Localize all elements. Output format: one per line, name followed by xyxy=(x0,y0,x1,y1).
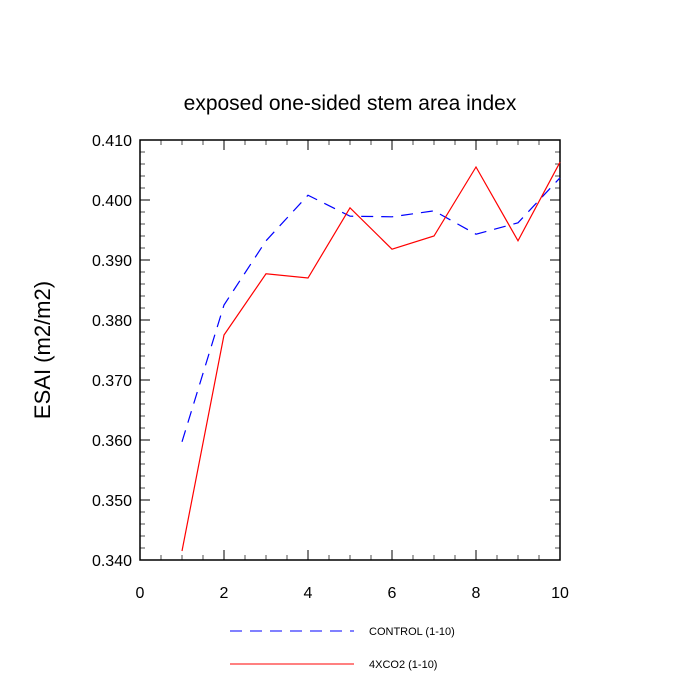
y-tick-label: 0.410 xyxy=(92,133,132,150)
legend: CONTROL (1-10) 4XCO2 (1-10) xyxy=(230,626,455,671)
legend-label: CONTROL (1-10) xyxy=(369,626,455,638)
series-lines xyxy=(181,161,561,552)
axes: 0.340 0.350 0.360 0.370 0.380 0.390 0.400 0.410… xyxy=(92,133,569,602)
y-tick-label: 0.360 xyxy=(92,433,132,450)
x-tick-label: 0 xyxy=(136,585,145,602)
y-tick-label: 0.390 xyxy=(92,253,132,270)
y-tick-label: 0.340 xyxy=(92,553,132,570)
y-tick-label: 0.380 xyxy=(92,313,132,330)
legend-label: 4XCO2 (1-10) xyxy=(369,659,437,671)
series-line-1 xyxy=(181,161,561,552)
x-tick-label: 2 xyxy=(220,585,229,602)
y-tick-label: 0.350 xyxy=(92,493,132,510)
x-tick-label: 10 xyxy=(551,585,569,602)
y-tick-label: 0.400 xyxy=(92,193,132,210)
series-line-0 xyxy=(181,177,561,442)
chart-title: exposed one-sided stem area index xyxy=(184,92,517,115)
y-tick-label: 0.370 xyxy=(92,373,132,390)
y-axis-label: ESAI (m2/m2) xyxy=(30,281,55,419)
x-tick-label: 6 xyxy=(388,585,397,602)
x-tick-label: 8 xyxy=(472,585,481,602)
x-tick-label: 4 xyxy=(304,585,313,602)
